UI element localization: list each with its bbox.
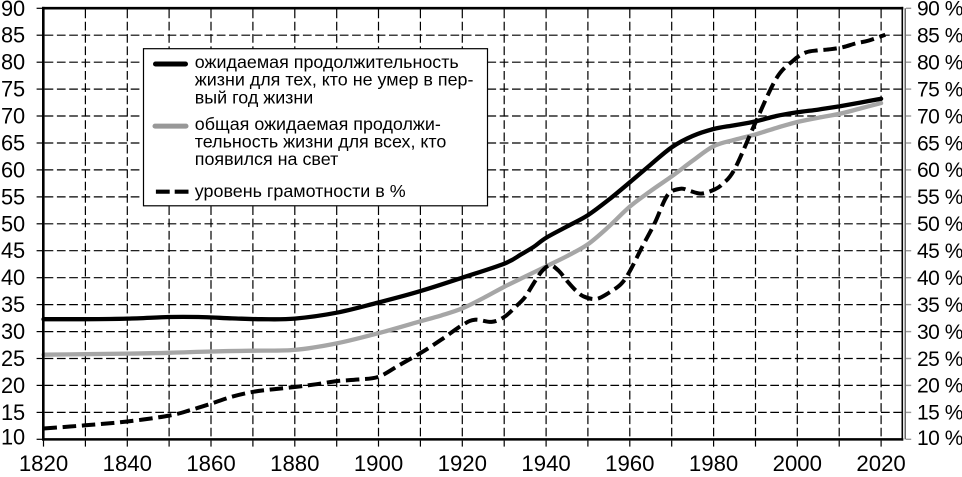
svg-text:1840: 1840 (103, 451, 152, 472)
svg-text:40: 40 (1, 265, 25, 290)
svg-text:65: 65 (1, 131, 25, 156)
svg-text:80: 80 (1, 50, 25, 75)
svg-text:20 %: 20 % (917, 375, 962, 398)
svg-text:1980: 1980 (689, 451, 738, 472)
svg-text:1860: 1860 (186, 451, 235, 472)
svg-text:вый год жизни: вый год жизни (195, 87, 313, 107)
svg-text:15: 15 (1, 400, 25, 425)
svg-text:1820: 1820 (19, 451, 68, 472)
svg-text:10: 10 (1, 425, 25, 450)
svg-text:85: 85 (1, 23, 25, 48)
svg-text:45 %: 45 % (917, 240, 962, 263)
svg-text:30: 30 (1, 319, 25, 344)
svg-text:70 %: 70 % (917, 105, 962, 128)
svg-text:ожидаемая продолжительность: ожидаемая продолжительность (195, 52, 459, 72)
svg-text:75 %: 75 % (917, 78, 962, 101)
svg-text:55: 55 (1, 184, 25, 209)
svg-text:25 %: 25 % (917, 348, 962, 371)
svg-text:общая ожидаемая продолжи-: общая ожидаемая продолжи- (195, 114, 441, 134)
svg-text:60: 60 (1, 157, 25, 182)
svg-text:50 %: 50 % (917, 213, 962, 236)
svg-text:35: 35 (1, 292, 25, 317)
svg-text:65 %: 65 % (917, 132, 962, 155)
svg-text:85 %: 85 % (917, 25, 962, 48)
svg-text:2000: 2000 (773, 451, 822, 472)
svg-text:55 %: 55 % (917, 186, 962, 209)
svg-text:20: 20 (1, 373, 25, 398)
svg-text:10 %: 10 % (917, 427, 962, 450)
svg-text:90 %: 90 % (917, 0, 962, 21)
svg-text:60 %: 60 % (917, 159, 962, 182)
svg-text:25: 25 (1, 346, 25, 371)
svg-text:45: 45 (1, 238, 25, 263)
svg-text:тельность жизни для всех, кто: тельность жизни для всех, кто (195, 131, 447, 151)
svg-text:1960: 1960 (605, 451, 654, 472)
svg-text:2020: 2020 (856, 451, 905, 472)
svg-text:уровень грамотности в %: уровень грамотности в % (195, 181, 406, 201)
svg-text:появился на свет: появился на свет (195, 149, 338, 169)
svg-text:1920: 1920 (438, 451, 487, 472)
svg-text:1880: 1880 (270, 451, 319, 472)
svg-text:50: 50 (1, 211, 25, 236)
svg-text:35 %: 35 % (917, 294, 962, 317)
svg-text:15 %: 15 % (917, 402, 962, 425)
svg-text:1900: 1900 (354, 451, 403, 472)
svg-text:90: 90 (1, 0, 25, 21)
svg-text:40 %: 40 % (917, 267, 962, 290)
svg-text:30 %: 30 % (917, 321, 962, 344)
svg-text:75: 75 (1, 77, 25, 102)
svg-text:80 %: 80 % (917, 52, 962, 75)
svg-text:70: 70 (1, 104, 25, 129)
svg-text:жизни для тех, кто не умер в п: жизни для тех, кто не умер в пер- (195, 70, 474, 90)
svg-text:1940: 1940 (521, 451, 570, 472)
